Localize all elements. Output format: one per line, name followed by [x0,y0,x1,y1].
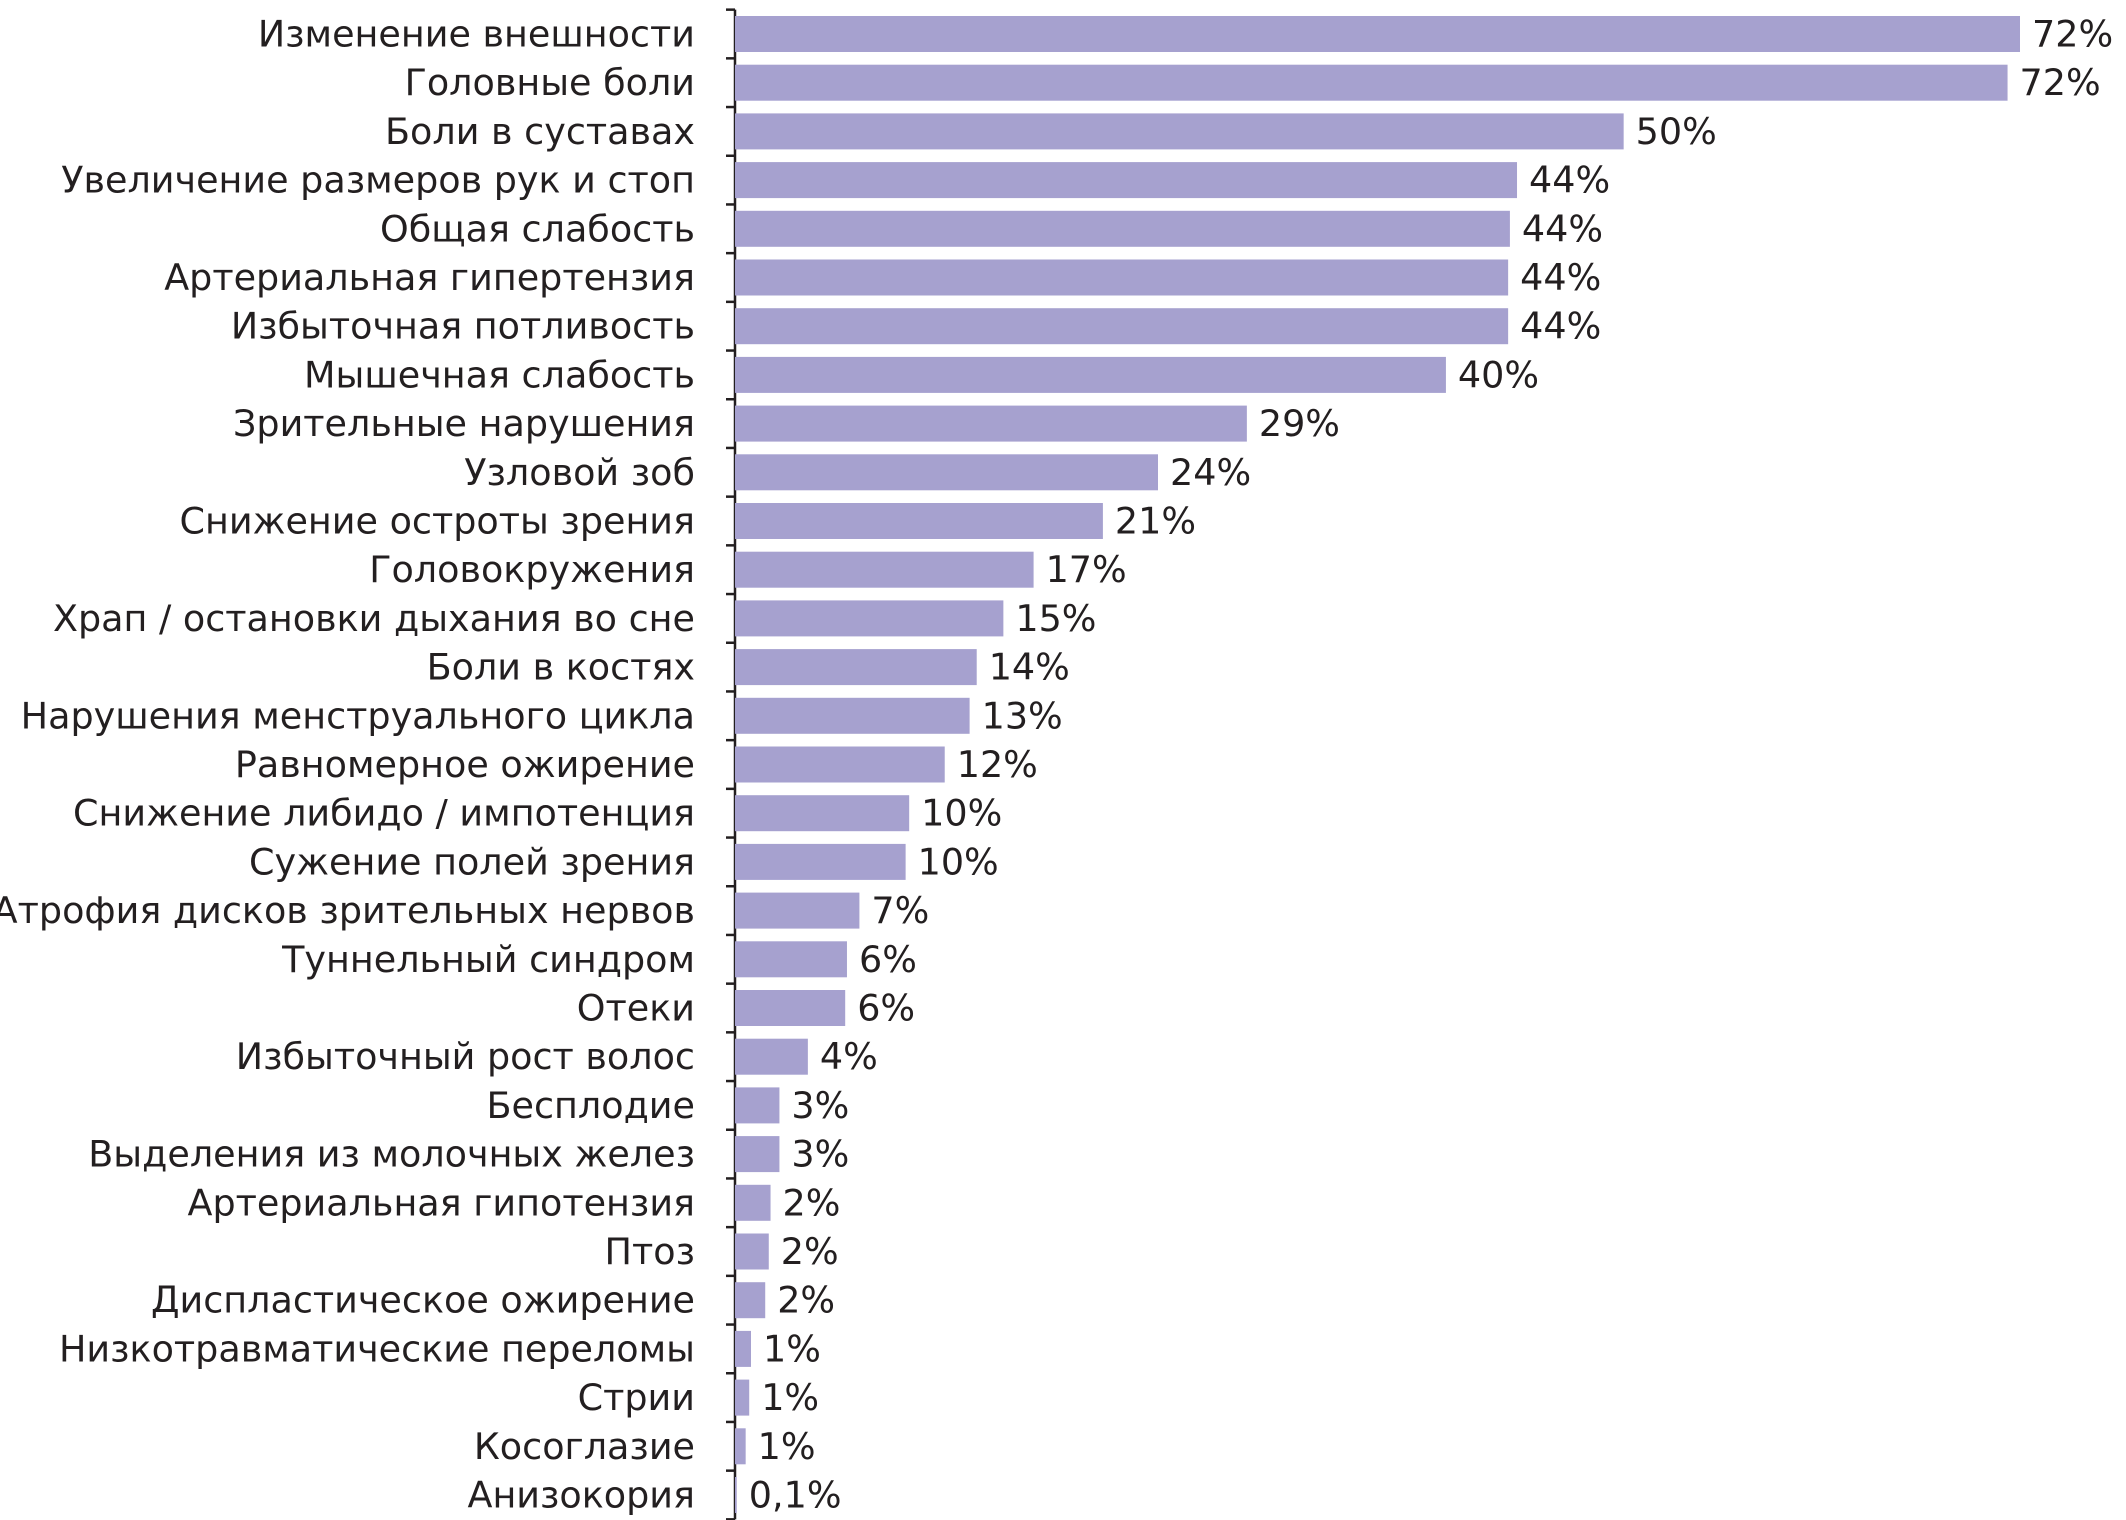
bar [735,405,1247,442]
category-label: Птоз [605,1230,695,1273]
category-label: Выделения из молочных желез [88,1133,695,1176]
bar [735,1233,769,1270]
category-label: Избыточный рост волос [236,1035,695,1078]
data-label: 14% [989,646,1070,689]
bar [735,1330,751,1367]
category-label: Узловой зоб [464,451,695,494]
data-label: 15% [1015,597,1096,640]
data-label: 7% [871,889,929,932]
category-label: Диспластическое ожирение [151,1279,695,1322]
bar [735,1282,766,1319]
data-label: 4% [820,1035,878,1078]
data-label: 44% [1520,256,1601,299]
category-label: Общая слабость [380,207,695,250]
bar [735,503,1103,539]
data-label: 44% [1522,207,1603,250]
data-label: 1% [761,1376,819,1419]
bar [735,1477,737,1513]
data-label: 40% [1458,353,1539,396]
data-label: 17% [1046,548,1127,591]
data-label: 10% [921,792,1002,835]
bar [735,1136,780,1173]
category-label: Зрительные нарушения [233,402,695,445]
data-label: 24% [1170,451,1251,494]
data-label: 12% [957,743,1038,786]
bar [735,941,847,978]
data-label: 44% [1520,305,1601,348]
bar [735,1038,808,1075]
bar [735,600,1004,637]
category-label: Анизокория [467,1474,695,1517]
bar [735,1379,750,1416]
bar [735,308,1509,345]
category-label: Храп / остановки дыхания во сне [53,597,695,640]
category-label: Увеличение размеров рук и стоп [61,159,695,202]
bar [735,1087,780,1124]
category-label: Сужение полей зрения [249,840,695,883]
category-label: Низкотравматические переломы [59,1327,695,1370]
data-label: 2% [781,1230,839,1273]
data-label: 2% [783,1181,841,1224]
bar [735,795,910,832]
category-label: Бесплодие [486,1084,695,1127]
bar [735,1428,746,1465]
data-label: 13% [982,694,1063,737]
bar [735,16,2020,52]
bar [735,64,2008,101]
data-label: 6% [859,938,917,981]
category-label: Артериальная гипотензия [187,1181,695,1224]
data-label: 29% [1259,402,1340,445]
data-label: 44% [1529,159,1610,202]
category-label: Снижение либидо / импотенция [73,792,695,835]
category-label: Головные боли [405,61,695,104]
bar [735,551,1034,588]
category-label: Снижение остроты зрения [180,500,695,543]
data-label: 6% [857,987,915,1030]
bar [735,649,977,686]
data-label: 72% [2032,13,2113,56]
category-label: Равномерное ожирение [235,743,695,786]
data-label: 0,1% [749,1474,842,1517]
category-label: Атрофия дисков зрительных нервов [0,889,695,932]
data-label: 1% [763,1327,821,1370]
bar [735,892,860,929]
category-label: Туннельный синдром [281,938,695,981]
category-label: Избыточная потливость [231,305,695,348]
data-label: 3% [791,1084,849,1127]
category-label: Нарушения менструального цикла [21,694,695,737]
bar [735,1184,771,1221]
data-label: 10% [918,840,999,883]
bar [735,162,1518,199]
category-label: Мышечная слабость [304,353,695,396]
category-label: Стрии [578,1376,695,1419]
bar [735,697,970,734]
data-label: 72% [2020,61,2101,104]
bar [735,113,1624,150]
data-label: 3% [791,1133,849,1176]
category-label: Боли в суставах [385,110,695,153]
category-label: Косоглазие [474,1425,695,1468]
data-label: 2% [777,1279,835,1322]
bar [735,259,1509,296]
data-label: 1% [758,1425,816,1468]
bar [735,843,906,880]
bar [735,990,846,1026]
bar [735,210,1510,247]
bar [735,746,945,783]
data-label: 21% [1115,500,1196,543]
bar [735,454,1159,491]
bar [735,356,1446,393]
data-label: 50% [1636,110,1717,153]
category-label: Головокружения [369,548,695,591]
category-label: Боли в костях [427,646,695,689]
category-label: Отеки [577,987,695,1030]
category-label: Артериальная гипертензия [164,256,695,299]
category-label: Изменение внешности [258,13,695,56]
